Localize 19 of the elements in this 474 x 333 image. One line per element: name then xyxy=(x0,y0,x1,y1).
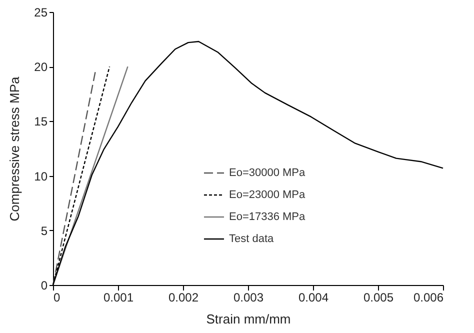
legend-label: Eo=23000 MPa xyxy=(229,189,306,201)
y-tick-label: 15 xyxy=(34,114,48,129)
y-tick-label: 0 xyxy=(40,278,48,292)
x-tick-label: 0.006 xyxy=(413,290,444,304)
y-tick-label: 20 xyxy=(34,60,48,74)
x-tick-label: 0.001 xyxy=(103,290,134,304)
x-tick-label: 0 xyxy=(54,290,60,304)
x-axis-title: Strain mm/mm xyxy=(206,312,291,326)
legend-label: Eo=17336 MPa xyxy=(229,211,306,223)
x-tick-label: 0.005 xyxy=(363,290,394,304)
x-tick-label: 0.002 xyxy=(168,290,199,304)
x-tick-label: 0.003 xyxy=(233,290,264,304)
y-tick-label: 5 xyxy=(40,224,48,238)
legend-label: Test data xyxy=(229,233,275,245)
legend-label: Eo=30000 MPa xyxy=(229,167,306,179)
y-tick-label: 10 xyxy=(34,169,48,184)
x-tick-label: 0.004 xyxy=(298,290,329,304)
y-tick-label: 25 xyxy=(34,6,48,20)
y-axis-title: Compressive stress MPa xyxy=(7,76,22,222)
